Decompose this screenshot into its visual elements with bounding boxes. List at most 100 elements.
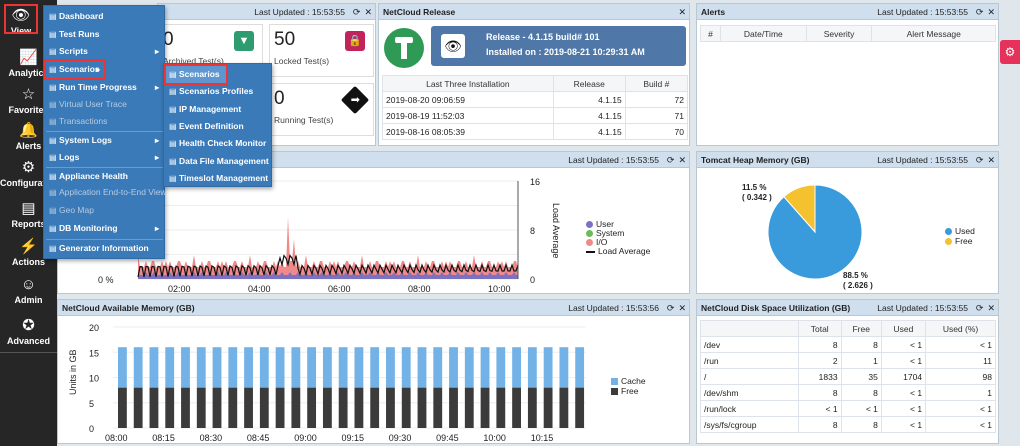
bar-cache bbox=[386, 347, 395, 388]
used-percent-label: 88.5 % bbox=[843, 271, 868, 280]
menu-item-dashboard[interactable]: ▤ Dashboard bbox=[46, 8, 163, 25]
legend-item[interactable]: System bbox=[586, 229, 650, 238]
chevron-right-icon: ▸ bbox=[154, 83, 159, 92]
menu-item-scenarios[interactable]: ▤ Scenarios ▸ bbox=[44, 59, 106, 80]
legend-item[interactable]: Load Average bbox=[586, 247, 650, 256]
refresh-icon[interactable]: ⟳ bbox=[975, 303, 984, 313]
direction-sign-icon: ⬈ bbox=[340, 85, 370, 115]
release-panel: NetCloud Release ✕ 👁 Release - 4.1.15 bu… bbox=[378, 3, 690, 146]
archive-icon: ▼ bbox=[234, 31, 254, 51]
view-menu: ▤ Dashboard ▤ Test Runs ▤ Scripts ▸ ▤ Scenarios ▸… bbox=[43, 5, 167, 259]
available-memory-panel: NetCloud Available Memory (GB) Last Upda… bbox=[57, 299, 690, 444]
close-icon[interactable]: ✕ bbox=[364, 7, 372, 17]
installation-table: Last Three Installation Release Build #201… bbox=[382, 75, 689, 140]
close-icon[interactable]: ✕ bbox=[987, 303, 995, 313]
disk-table: Total Free Used Used (%)/dev 8 8 < 1 < 1/run 2 1 <… bbox=[700, 320, 996, 433]
summary-tile[interactable]: 50 Locked Test(s) 🔒 bbox=[269, 24, 374, 77]
table-cell: 4.1.15 bbox=[552, 107, 626, 124]
refresh-icon[interactable]: ⟳ bbox=[352, 7, 361, 17]
refresh-icon[interactable]: ⟳ bbox=[666, 303, 675, 313]
close-icon[interactable]: ✕ bbox=[678, 7, 686, 17]
rail-view[interactable]: 👁 View bbox=[4, 4, 38, 36]
x-tick-label: 02:00 bbox=[168, 284, 191, 293]
close-icon[interactable]: ✕ bbox=[678, 155, 686, 165]
legend-item[interactable]: User bbox=[586, 220, 650, 229]
bar-free bbox=[165, 387, 175, 428]
menu-item-test-runs[interactable]: ▤ Test Runs bbox=[46, 26, 163, 43]
bar-free bbox=[386, 387, 395, 428]
submenu-item-ip-management[interactable]: ▤ IP Management bbox=[166, 101, 269, 118]
submenu-item-timeslot-management[interactable]: ▤ Timeslot Management bbox=[166, 170, 269, 187]
menu-item-db-monitoring[interactable]: ▤ DB Monitoring ▸ bbox=[46, 220, 163, 237]
rail-actions[interactable]: ⚡ Actions bbox=[0, 235, 57, 269]
submenu-item-data-file-management[interactable]: ▤ Data File Management bbox=[166, 153, 269, 170]
tile-value: 50 bbox=[274, 29, 296, 50]
table-cell: /run/lock bbox=[700, 400, 799, 417]
bar-free bbox=[543, 387, 553, 428]
menu-item-geo-map: ▤ Geo Map bbox=[46, 202, 163, 219]
rail-analytics[interactable]: 📈 Analytics bbox=[0, 46, 57, 80]
table-cell: 11 bbox=[925, 352, 996, 369]
rail-reports[interactable]: ▤ Reports bbox=[0, 197, 57, 231]
eye-icon: 👁 bbox=[441, 34, 465, 58]
refresh-icon[interactable]: ⟳ bbox=[666, 155, 675, 165]
bar-free bbox=[118, 387, 127, 428]
bar-cache bbox=[196, 347, 206, 388]
rail-advanced[interactable]: ✪ Advanced bbox=[0, 314, 57, 348]
submenu-item-health-check-monitor[interactable]: ▤ Health Check Monitor bbox=[166, 135, 269, 152]
rail-favorites[interactable]: ☆ Favorites bbox=[0, 83, 57, 117]
y2-tick-label: 16 bbox=[530, 177, 540, 187]
menu-item-virtual-user-trace: ▤ Virtual User Trace bbox=[46, 96, 163, 113]
legend-item[interactable]: Used bbox=[945, 226, 975, 236]
bar-cache bbox=[338, 347, 348, 388]
close-icon[interactable]: ✕ bbox=[678, 303, 686, 313]
free-value-label: ( 0.342 ) bbox=[742, 193, 772, 202]
submenu-item-scenarios[interactable]: ▤ Scenarios bbox=[164, 64, 228, 85]
menu-item-system-logs[interactable]: ▤ System Logs ▸ bbox=[46, 131, 163, 148]
menu-item-icon: ▤ bbox=[49, 224, 57, 233]
legend-item[interactable]: Cache bbox=[611, 376, 646, 386]
menu-item-label: Dashboard bbox=[59, 11, 104, 21]
x-tick-label: 08:00 bbox=[408, 284, 431, 293]
table-cell: 1704 bbox=[880, 368, 927, 385]
menu-item-run-time-progress[interactable]: ▤ Run Time Progress ▸ bbox=[46, 79, 163, 96]
bar-free bbox=[575, 387, 585, 428]
rail-admin[interactable]: ☺ Admin bbox=[0, 273, 57, 307]
rail-alerts[interactable]: 🔔 Alerts bbox=[0, 119, 57, 153]
column-header: Release bbox=[552, 75, 626, 92]
pie-slice-used bbox=[767, 184, 863, 280]
submenu-item-event-definition[interactable]: ▤ Event Definition bbox=[166, 118, 269, 135]
refresh-icon[interactable]: ⟳ bbox=[975, 7, 984, 17]
settings-gear-button[interactable]: ⚙ bbox=[1000, 40, 1020, 64]
close-icon[interactable]: ✕ bbox=[987, 155, 995, 165]
menu-item-appliance-health[interactable]: ▤ Appliance Health bbox=[46, 167, 163, 184]
bar-free bbox=[559, 387, 569, 428]
column-header: Build # bbox=[624, 75, 689, 92]
table-cell: 8 bbox=[797, 384, 842, 401]
submenu-item-scenarios-profiles[interactable]: ▤ Scenarios Profiles bbox=[166, 83, 269, 100]
table-cell: < 1 bbox=[880, 336, 927, 353]
menu-item-generator-information[interactable]: ▤ Generator Information bbox=[46, 239, 163, 256]
menu-item-logs[interactable]: ▤ Logs ▸ bbox=[46, 149, 163, 166]
summary-tile[interactable]: 0 Running Test(s) ⬈ bbox=[269, 83, 374, 136]
divider bbox=[0, 352, 57, 353]
menu-item-application-end-to-end-view: ▤ Application End-to-End View bbox=[46, 184, 167, 201]
rail-configuration[interactable]: ⚙ Configuration bbox=[0, 156, 59, 190]
chevron-right-icon: ▸ bbox=[154, 153, 159, 162]
legend-item[interactable]: Free bbox=[611, 386, 646, 396]
table-cell: < 1 bbox=[925, 416, 996, 433]
legend-item[interactable]: Free bbox=[945, 236, 975, 246]
close-icon[interactable]: ✕ bbox=[987, 7, 995, 17]
y-tick-label: 20 bbox=[89, 323, 99, 333]
table-cell: 72 bbox=[624, 91, 689, 108]
disk-title: NetCloud Disk Space Utilization (GB) bbox=[701, 303, 851, 313]
menu-item-scripts[interactable]: ▤ Scripts ▸ bbox=[46, 43, 163, 60]
app-logo bbox=[384, 28, 424, 68]
bar-free bbox=[401, 387, 411, 428]
legend-item[interactable]: I/O bbox=[586, 238, 650, 247]
bar-free bbox=[228, 387, 238, 428]
refresh-icon[interactable]: ⟳ bbox=[975, 155, 984, 165]
bar-free bbox=[133, 387, 143, 428]
chevron-right-icon: ▸ bbox=[154, 136, 159, 145]
